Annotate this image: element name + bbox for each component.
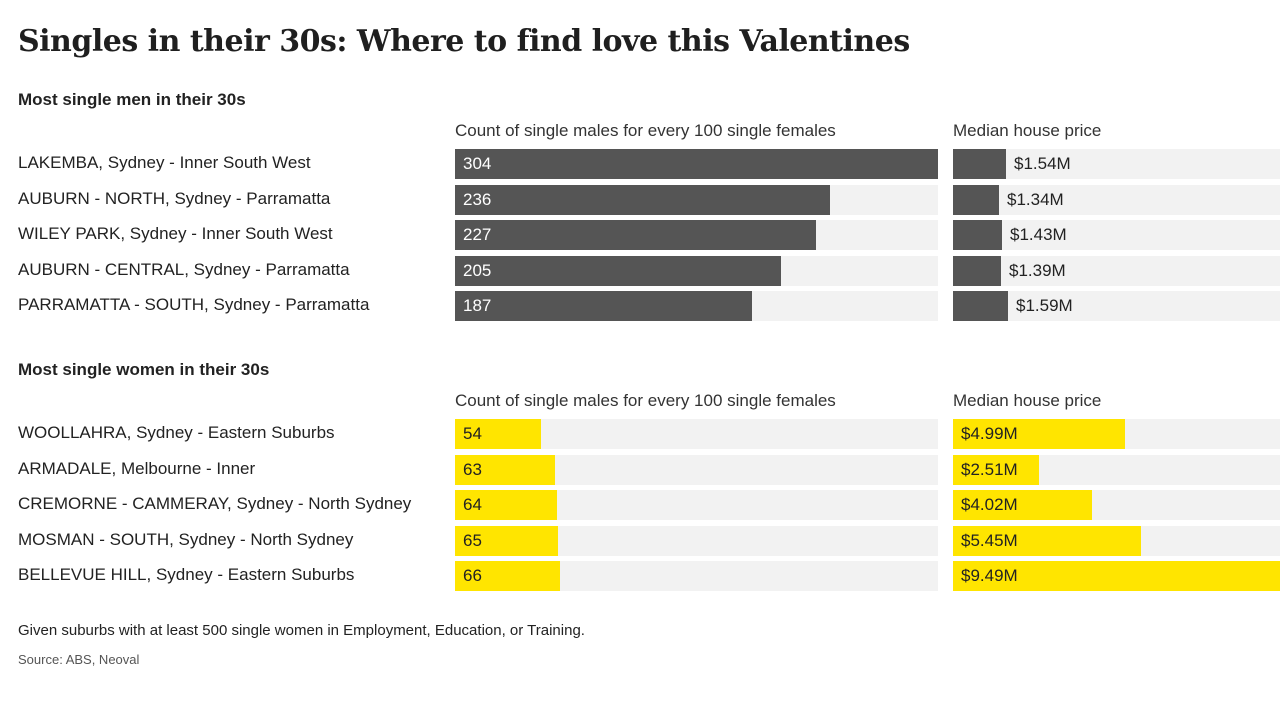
women-row: CREMORNE - CAMMERAY, Sydney - North Sydn… — [0, 490, 1280, 520]
price-bar — [953, 454, 1039, 485]
price-bar-track: $2.51M — [953, 454, 1280, 485]
price-bar — [953, 525, 1141, 556]
suburb-label: AUBURN - NORTH, Sydney - Parramatta — [18, 188, 331, 208]
price-value-label: $1.54M — [1014, 154, 1071, 173]
price-bar-track: $1.39M — [953, 255, 1280, 286]
count-value-label: 64 — [463, 495, 482, 514]
count-bar — [455, 184, 830, 215]
count-bar — [455, 561, 560, 591]
suburb-label: ARMADALE, Melbourne - Inner — [18, 458, 256, 478]
men-section-title: Most single men in their 30s — [18, 90, 246, 109]
price-bar-track: $4.02M — [953, 490, 1280, 520]
count-value-label: 236 — [463, 189, 492, 209]
suburb-label: MOSMAN - SOUTH, Sydney - North Sydney — [18, 529, 354, 549]
count-bar — [455, 525, 558, 556]
count-bar — [455, 490, 557, 520]
price-bar — [953, 149, 1006, 179]
women-section: Most single women in their 30s Count of … — [0, 360, 1280, 600]
men-row: LAKEMBA, Sydney - Inner South West 304 $1.… — [0, 149, 1280, 179]
men-row: AUBURN - NORTH, Sydney - Parramatta 236 $1… — [0, 184, 1280, 215]
count-bar-track: 65 — [455, 525, 938, 556]
price-bar — [953, 561, 1280, 591]
price-bar-track: $5.45M — [953, 525, 1280, 556]
count-value-label: 63 — [463, 459, 482, 479]
count-value-label: 66 — [463, 566, 482, 585]
women-price-header: Median house price — [953, 391, 1102, 410]
women-row: WOOLLAHRA, Sydney - Eastern Suburbs 54 $4.… — [0, 419, 1280, 449]
price-bar-track: $1.59M — [953, 291, 1280, 321]
price-bar — [953, 220, 1002, 250]
price-bar-track: $4.99M — [953, 419, 1280, 449]
price-value-label: $1.39M — [1009, 260, 1066, 280]
count-bar-track: 236 — [455, 184, 938, 215]
women-row: MOSMAN - SOUTH, Sydney - North Sydney 65 $… — [0, 525, 1280, 556]
suburb-label: LAKEMBA, Sydney - Inner South West — [18, 153, 311, 172]
suburb-label: WILEY PARK, Sydney - Inner South West — [18, 224, 333, 243]
price-bar-track: $1.34M — [953, 184, 1280, 215]
count-bar-track: 54 — [455, 419, 938, 449]
count-bar — [455, 454, 555, 485]
count-bar — [455, 419, 541, 449]
price-bar — [953, 291, 1008, 321]
count-value-label: 187 — [463, 296, 492, 315]
chart-title: Singles in their 30s: Where to find love… — [18, 24, 910, 59]
count-bar-track: 205 — [455, 255, 938, 286]
count-bar-track: 187 — [455, 291, 938, 321]
men-count-header: Count of single males for every 100 sing… — [455, 121, 836, 140]
count-bar-track: 63 — [455, 454, 938, 485]
price-value-label: $1.34M — [1007, 189, 1064, 209]
count-value-label: 227 — [463, 225, 492, 244]
count-bar — [455, 149, 938, 179]
source-note: Source: ABS, Neoval — [18, 652, 140, 667]
count-bar — [455, 220, 816, 250]
suburb-label: AUBURN - CENTRAL, Sydney - Parramatta — [18, 259, 350, 279]
count-bar-track: 66 — [455, 561, 938, 591]
count-value-label: 54 — [463, 424, 482, 443]
suburb-label: PARRAMATTA - SOUTH, Sydney - Parramatta — [18, 295, 370, 314]
price-value-label: $4.99M — [961, 424, 1018, 443]
suburb-label: BELLEVUE HILL, Sydney - Eastern Suburbs — [18, 565, 355, 584]
count-bar — [455, 291, 752, 321]
women-section-title: Most single women in their 30s — [18, 360, 270, 379]
price-value-label: $4.02M — [961, 495, 1018, 514]
price-bar-track: $1.43M — [953, 220, 1280, 250]
price-bar-track: $9.49M — [953, 561, 1280, 591]
count-bar — [455, 255, 781, 286]
count-value-label: 65 — [463, 530, 482, 550]
women-count-header: Count of single males for every 100 sing… — [455, 391, 836, 410]
price-bar — [953, 255, 1001, 286]
count-value-label: 304 — [463, 154, 492, 173]
men-section: Most single men in their 30s Count of si… — [0, 90, 1280, 330]
suburb-label: CREMORNE - CAMMERAY, Sydney - North Sydn… — [18, 494, 412, 513]
price-bar — [953, 419, 1125, 449]
price-value-label: $1.59M — [1016, 296, 1073, 315]
count-bar-track: 227 — [455, 220, 938, 250]
men-row: WILEY PARK, Sydney - Inner South West 227… — [0, 220, 1280, 250]
men-row: PARRAMATTA - SOUTH, Sydney - Parramatta 1… — [0, 291, 1280, 321]
price-value-label: $5.45M — [961, 530, 1018, 550]
women-row: BELLEVUE HILL, Sydney - Eastern Suburbs 6… — [0, 561, 1280, 591]
men-row: AUBURN - CENTRAL, Sydney - Parramatta 205… — [0, 255, 1280, 286]
count-value-label: 205 — [463, 260, 492, 280]
price-bar — [953, 490, 1092, 520]
women-row: ARMADALE, Melbourne - Inner 63 $2.51M — [0, 454, 1280, 485]
price-bar-track: $1.54M — [953, 149, 1280, 179]
count-bar-track: 64 — [455, 490, 938, 520]
suburb-label: WOOLLAHRA, Sydney - Eastern Suburbs — [18, 423, 335, 442]
count-bar-track: 304 — [455, 149, 938, 179]
footnote: Given suburbs with at least 500 single w… — [18, 622, 585, 639]
price-value-label: $9.49M — [961, 566, 1018, 585]
price-value-label: $2.51M — [961, 459, 1018, 479]
men-price-header: Median house price — [953, 121, 1102, 140]
price-bar — [953, 184, 999, 215]
price-value-label: $1.43M — [1010, 225, 1067, 244]
